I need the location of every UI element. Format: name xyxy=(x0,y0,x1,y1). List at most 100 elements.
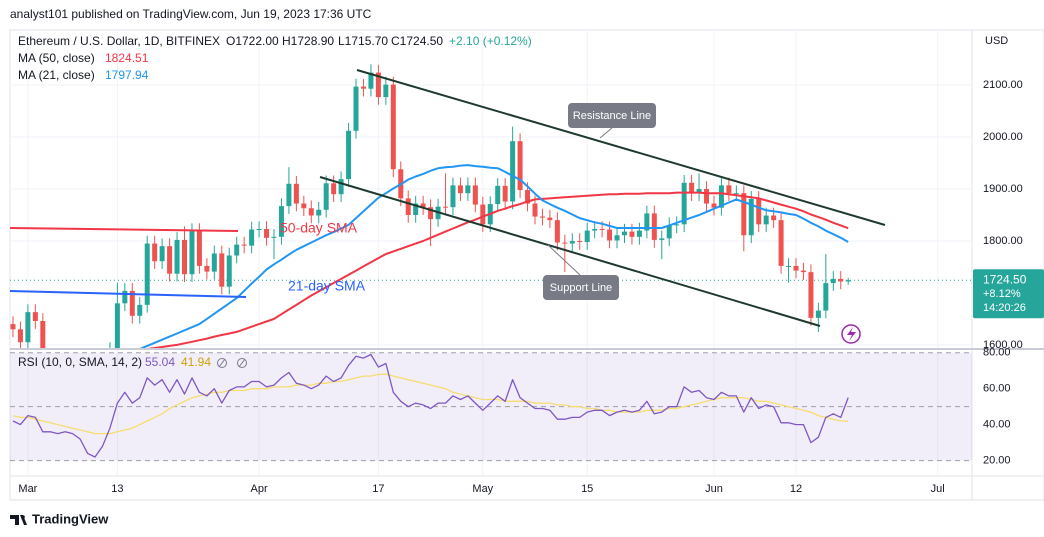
candle-body xyxy=(472,185,478,205)
hide-icon[interactable] xyxy=(217,358,227,368)
candle-body xyxy=(226,255,232,287)
rsi-pane xyxy=(12,353,849,458)
price-pane xyxy=(10,64,972,348)
symbol-title: Ethereum / U.S. Dollar, 1D, BITFINEX xyxy=(18,34,220,48)
candle-body xyxy=(823,283,829,311)
candle-body xyxy=(383,84,389,98)
hide-icon[interactable] xyxy=(237,358,247,368)
candle-body xyxy=(800,270,806,273)
candle-body xyxy=(495,185,501,205)
candle-body xyxy=(778,220,784,266)
change-label: +2.10 (+0.12%) xyxy=(449,34,532,48)
candle-body xyxy=(271,236,277,238)
candle-body xyxy=(10,324,16,330)
candle-body xyxy=(390,84,396,170)
candle-body xyxy=(510,141,516,202)
candle-body xyxy=(308,208,314,216)
x-tick-label: Jun xyxy=(705,483,723,495)
event-icon[interactable] xyxy=(841,324,861,344)
candle-body xyxy=(420,203,426,208)
x-tick-label: Apr xyxy=(251,483,268,495)
candle-body xyxy=(465,185,471,194)
candle-body xyxy=(830,278,836,284)
x-tick-label: 15 xyxy=(581,483,593,495)
price-tag-price: 1724.50 xyxy=(983,272,1027,286)
candle-body xyxy=(718,185,724,208)
y-tick-label: 2000.00 xyxy=(983,131,1023,143)
candle-body xyxy=(763,215,769,225)
candle-body xyxy=(256,229,262,231)
brand-logo-dot xyxy=(21,515,25,519)
candle-body xyxy=(607,229,613,241)
candle-body xyxy=(25,312,31,343)
candle-body xyxy=(174,239,180,274)
ohlc-low: L1715.70 xyxy=(338,34,388,48)
candle-body xyxy=(219,253,225,287)
sma21-annotation: 21-day SMA xyxy=(288,278,366,294)
callout-pointer xyxy=(599,127,613,139)
candle-body xyxy=(674,224,680,226)
candle-body xyxy=(577,240,583,242)
candle-body xyxy=(152,243,158,262)
price-tag-change: +8.12% xyxy=(983,288,1021,300)
brand-name: TradingView xyxy=(32,511,109,526)
ma-legend-value: 1797.94 xyxy=(105,68,149,82)
sma50-marker-line xyxy=(9,227,239,232)
candle-body xyxy=(733,193,739,195)
sma21-marker-line xyxy=(9,290,247,298)
chart-frame xyxy=(9,29,1044,501)
moving-average-line xyxy=(147,191,849,348)
ma-legend-name: MA (21, close) xyxy=(18,68,95,82)
candle-body xyxy=(644,213,650,231)
candle-body xyxy=(838,278,844,282)
candle-body xyxy=(346,130,352,180)
rsi-ma-legend-value: 41.94 xyxy=(181,355,211,369)
x-tick-label: 17 xyxy=(372,483,384,495)
candle-body xyxy=(443,206,449,208)
candle-body xyxy=(636,230,642,237)
candle-body xyxy=(711,203,717,208)
support-callout xyxy=(543,275,619,300)
rsi-line xyxy=(12,353,849,458)
candle-body xyxy=(771,215,777,221)
hide-icon-slash xyxy=(238,358,246,368)
footer: TradingView xyxy=(10,511,109,526)
event-icon-bolt xyxy=(847,327,856,341)
y-tick-label: 1800.00 xyxy=(983,235,1023,247)
legend: Ethereum / U.S. Dollar, 1D, BITFINEX O17… xyxy=(18,34,532,369)
candle-body xyxy=(517,141,523,191)
sma50-annotation: 50-day SMA xyxy=(280,220,358,236)
rsi-legend-name: RSI (10, 0, SMA, 14, 2) xyxy=(18,355,142,369)
candle-body xyxy=(32,312,38,321)
price-tag xyxy=(973,269,1044,319)
candle-body xyxy=(137,304,143,316)
candle-body xyxy=(726,185,732,194)
candle-body xyxy=(457,185,463,194)
drawings: 50-day SMA 21-day SMA Resistance Line Su… xyxy=(9,69,886,344)
rsi-tick-label: 80.00 xyxy=(983,347,1011,359)
ma-legend-name: MA (50, close) xyxy=(18,51,95,65)
candle-body xyxy=(159,246,165,262)
candle-body xyxy=(666,225,672,239)
candle-body xyxy=(614,235,620,241)
candle-body xyxy=(584,230,590,242)
candle-body xyxy=(196,231,202,266)
rsi-legend-value: 55.04 xyxy=(145,355,175,369)
candle-body xyxy=(353,86,359,131)
candle-body xyxy=(338,179,344,195)
rsi-tick-label: 60.00 xyxy=(983,383,1011,395)
candle-body xyxy=(539,216,545,218)
candle-body xyxy=(241,244,247,246)
candle-body xyxy=(428,207,434,220)
candle-body xyxy=(114,303,120,348)
x-tick-label: Jul xyxy=(931,483,945,495)
y-tick-label: 1900.00 xyxy=(983,183,1023,195)
rsi-tick-label: 40.00 xyxy=(983,419,1011,431)
candle-body xyxy=(234,244,240,256)
candle-body xyxy=(592,229,598,231)
ohlc-high: H1728.90 xyxy=(282,34,334,48)
candle-body xyxy=(532,203,538,217)
candle-body xyxy=(681,182,687,225)
resistance-callout xyxy=(568,103,656,128)
